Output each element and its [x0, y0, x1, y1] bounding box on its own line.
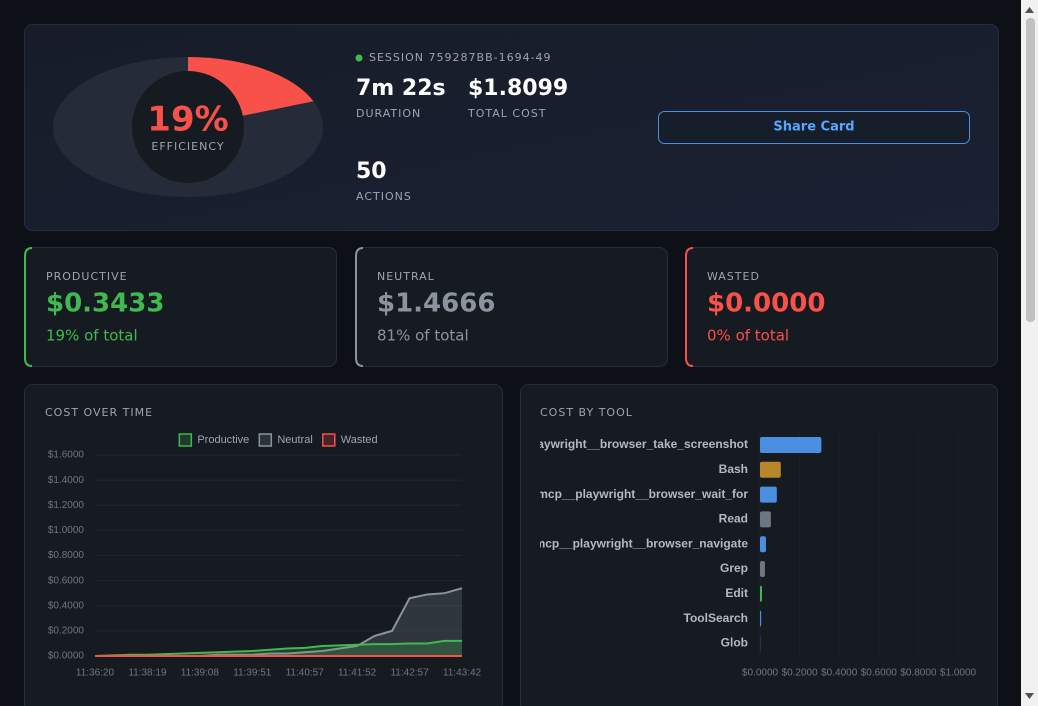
category-labels: mcp__playwright__browser_take_screenshot… [489, 437, 749, 650]
bar [760, 486, 777, 503]
scroll-up[interactable] [1025, 7, 1034, 13]
y-tick-label: Bash [719, 462, 748, 476]
card-amount: $1.4666 [377, 289, 495, 319]
card-label: WASTED [707, 270, 760, 283]
bar [760, 511, 771, 528]
chart-panel [24, 384, 503, 706]
y-tick-label: $0.6000 [48, 575, 85, 586]
y-tick-label: Glob [721, 636, 748, 650]
legend-item: Neutral [258, 433, 313, 447]
legend-swatch [178, 433, 193, 447]
y-tick-label: $0.8000 [48, 550, 85, 561]
efficiency-value: 19% [147, 100, 228, 140]
x-tick-label: 11:41:52 [338, 668, 377, 679]
series-line [94, 639, 462, 657]
bar [760, 610, 762, 627]
card-share: 19% of total [46, 327, 138, 345]
x-tick-label: $0.8000 [900, 668, 937, 679]
scroll-down[interactable] [1025, 693, 1034, 699]
gauge-hole [132, 71, 244, 183]
y-tick-label: $0.2000 [48, 626, 85, 637]
y-tick-label: $0.0000 [48, 651, 85, 662]
x-tick-label: 11:40:57 [286, 668, 325, 679]
stat-label: TOTAL COST [467, 107, 546, 120]
session-id: SESSION 759287BB-1694-49 [369, 51, 552, 64]
stat-value: 50 [356, 159, 387, 184]
x-tick-label: 11:36:20 [76, 668, 115, 679]
x-tick-label: 11:38:19 [128, 668, 167, 679]
x-tick-label: $0.0000 [742, 668, 779, 679]
stat-value: $1.8099 [468, 76, 568, 101]
bar [760, 461, 781, 478]
legend-item: Productive [178, 433, 249, 447]
share-button[interactable] [658, 111, 970, 144]
legend-item: Wasted [322, 433, 378, 447]
y-tick-label: $1.4000 [48, 475, 85, 486]
x-tick-label: $0.6000 [861, 668, 898, 679]
share-button-label[interactable]: Share Card [773, 120, 854, 135]
bar [760, 536, 766, 553]
x-tick-label: 11:39:51 [233, 668, 272, 679]
x-tick-label: $0.4000 [821, 668, 858, 679]
card-share: 81% of total [377, 327, 469, 345]
chart-title: COST BY TOOL [540, 406, 633, 419]
y-tick-label: mcp__playwright__browser_navigate [535, 536, 749, 550]
legend-label: Neutral [277, 434, 312, 446]
card-accent [24, 247, 33, 367]
y-tick-label: $0.4000 [48, 600, 85, 611]
legend-label: Productive [197, 434, 249, 446]
y-tick-label: $1.0000 [48, 525, 85, 536]
card-accent [355, 247, 364, 367]
bar [760, 585, 762, 602]
card-accent [685, 247, 694, 367]
x-tick-label: 11:43:42 [443, 668, 482, 679]
card-label: NEUTRAL [377, 270, 435, 283]
x-tick-label: $0.2000 [782, 668, 819, 679]
legend-swatch [322, 433, 336, 447]
legend-swatch [258, 433, 273, 447]
stat-label: ACTIONS [356, 190, 412, 203]
status-dot [355, 54, 363, 62]
y-tick-label: Edit [725, 586, 748, 600]
y-tick-label: mcp__playwright__browser_take_screenshot [489, 437, 748, 451]
y-tick-label: Read [719, 512, 748, 526]
chart-panel [520, 384, 998, 706]
x-tick-label: 11:39:08 [181, 668, 220, 679]
y-tick-label: $1.6000 [48, 450, 85, 461]
bar [760, 437, 822, 453]
y-tick-label: mcp__playwright__browser_wait_for [537, 487, 748, 501]
stat-value: 7m 22s [356, 76, 446, 101]
card-label: PRODUCTIVE [46, 270, 128, 283]
x-tick-label: 11:42:57 [390, 668, 429, 679]
stat-label: DURATION [356, 107, 421, 120]
y-tick-label: Grep [720, 561, 748, 575]
x-tick-label: $1.0000 [940, 668, 977, 679]
bar [760, 561, 765, 577]
legend-label: Wasted [341, 434, 378, 446]
y-tick-label: $1.2000 [48, 500, 85, 511]
card-amount: $0.3433 [46, 289, 164, 319]
y-tick-label: ToolSearch [684, 611, 748, 625]
card-amount: $0.0000 [707, 289, 825, 319]
chart-title: COST OVER TIME [45, 406, 153, 419]
efficiency-caption: EFFICIENCY [151, 140, 224, 153]
scrollbar-thumb[interactable] [1026, 18, 1035, 322]
card-share: 0% of total [707, 327, 789, 345]
